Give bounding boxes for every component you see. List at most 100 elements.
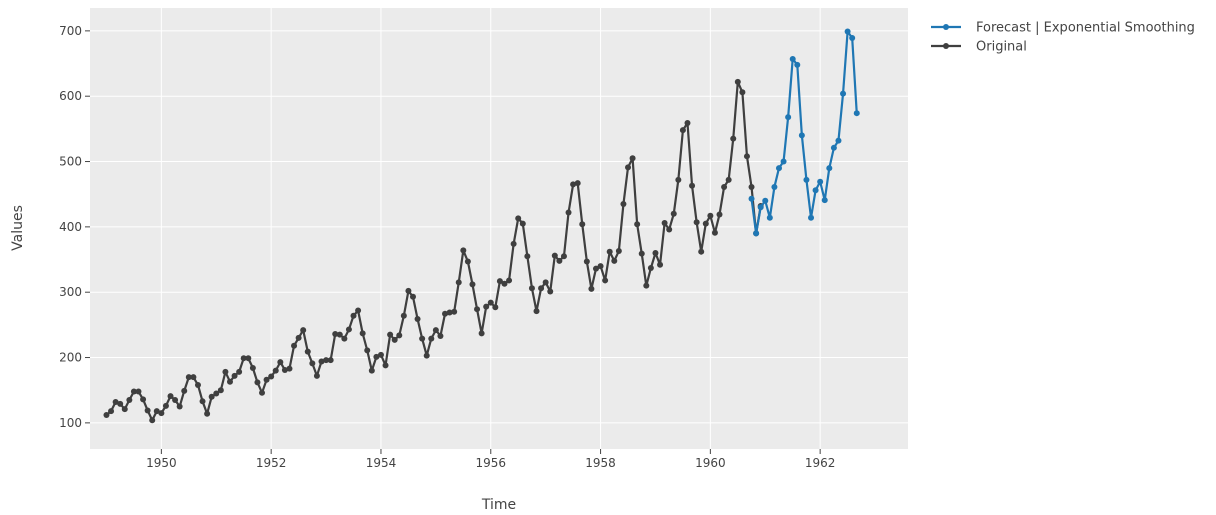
data-point[interactable] (730, 135, 737, 142)
data-point[interactable] (359, 330, 366, 337)
data-point[interactable] (153, 408, 160, 415)
data-point[interactable] (501, 280, 508, 287)
data-point[interactable] (606, 248, 613, 255)
data-point[interactable] (341, 335, 348, 342)
data-point[interactable] (734, 78, 741, 85)
data-point[interactable] (515, 215, 522, 222)
data-point[interactable] (625, 164, 632, 171)
data-point[interactable] (400, 312, 407, 319)
data-point[interactable] (803, 176, 810, 183)
data-point[interactable] (693, 219, 700, 226)
data-point[interactable] (469, 281, 476, 288)
data-point[interactable] (181, 387, 188, 394)
data-point[interactable] (268, 373, 275, 380)
data-point[interactable] (167, 393, 174, 400)
data-point[interactable] (487, 299, 494, 306)
data-point[interactable] (670, 210, 677, 217)
data-point[interactable] (323, 357, 330, 364)
data-point[interactable] (382, 362, 389, 369)
data-point[interactable] (204, 410, 211, 417)
data-point[interactable] (716, 211, 723, 218)
data-point[interactable] (771, 184, 778, 191)
data-point[interactable] (574, 180, 581, 187)
data-point[interactable] (231, 372, 238, 379)
data-point[interactable] (698, 248, 705, 255)
data-point[interactable] (332, 331, 339, 338)
data-point[interactable] (808, 214, 815, 221)
data-point[interactable] (647, 265, 654, 272)
data-point[interactable] (309, 360, 316, 367)
data-point[interactable] (725, 176, 732, 183)
data-point[interactable] (199, 398, 206, 405)
data-point[interactable] (478, 330, 485, 337)
data-point[interactable] (245, 355, 252, 362)
data-point[interactable] (144, 407, 151, 414)
data-point[interactable] (638, 250, 645, 257)
data-point[interactable] (428, 335, 435, 342)
data-point[interactable] (222, 368, 229, 375)
data-point[interactable] (560, 253, 567, 260)
data-point[interactable] (565, 209, 572, 216)
data-point[interactable] (474, 306, 481, 313)
data-point[interactable] (506, 277, 513, 284)
data-point[interactable] (391, 336, 398, 343)
data-point[interactable] (135, 388, 142, 395)
data-point[interactable] (103, 412, 110, 419)
data-point[interactable] (286, 365, 293, 372)
data-point[interactable] (272, 367, 279, 374)
data-point[interactable] (213, 390, 220, 397)
data-point[interactable] (236, 368, 243, 375)
data-point[interactable] (794, 61, 801, 68)
data-point[interactable] (611, 257, 618, 264)
data-point[interactable] (108, 408, 115, 415)
data-point[interactable] (826, 165, 833, 172)
data-point[interactable] (387, 331, 394, 338)
data-point[interactable] (840, 90, 847, 97)
data-point[interactable] (208, 393, 215, 400)
data-point[interactable] (414, 315, 421, 322)
data-point[interactable] (194, 381, 201, 388)
data-point[interactable] (547, 288, 554, 295)
data-point[interactable] (140, 396, 147, 403)
data-point[interactable] (492, 304, 499, 311)
data-point[interactable] (240, 355, 247, 362)
data-point[interactable] (355, 307, 362, 314)
data-point[interactable] (409, 293, 416, 300)
data-point[interactable] (748, 195, 755, 202)
data-point[interactable] (762, 197, 769, 204)
data-point[interactable] (300, 327, 307, 334)
data-point[interactable] (336, 331, 343, 338)
data-point[interactable] (620, 201, 627, 207)
data-point[interactable] (519, 220, 526, 227)
data-point[interactable] (185, 374, 192, 381)
data-point[interactable] (661, 219, 668, 226)
data-point[interactable] (679, 127, 686, 134)
data-point[interactable] (464, 258, 471, 265)
data-point[interactable] (291, 342, 298, 349)
data-point[interactable] (835, 137, 842, 144)
data-point[interactable] (748, 184, 755, 191)
data-point[interactable] (743, 153, 750, 160)
data-point[interactable] (524, 253, 531, 260)
data-point[interactable] (844, 28, 851, 35)
data-point[interactable] (126, 397, 133, 403)
data-point[interactable] (437, 332, 444, 339)
data-point[interactable] (789, 55, 796, 62)
data-point[interactable] (602, 277, 609, 284)
data-point[interactable] (483, 303, 490, 310)
data-point[interactable] (652, 250, 659, 256)
data-point[interactable] (396, 332, 403, 339)
data-point[interactable] (423, 352, 430, 359)
data-point[interactable] (451, 308, 458, 315)
data-point[interactable] (345, 326, 352, 333)
data-point[interactable] (766, 214, 773, 221)
data-point[interactable] (821, 197, 828, 204)
data-point[interactable] (757, 204, 764, 211)
data-point[interactable] (849, 35, 856, 42)
data-point[interactable] (130, 388, 137, 395)
data-point[interactable] (217, 387, 224, 394)
data-point[interactable] (817, 178, 824, 185)
data-point[interactable] (112, 398, 119, 405)
data-point[interactable] (158, 410, 165, 417)
data-point[interactable] (684, 119, 691, 126)
